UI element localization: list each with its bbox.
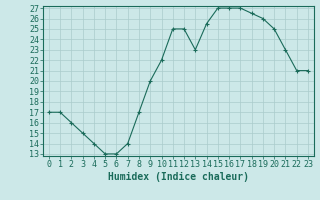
X-axis label: Humidex (Indice chaleur): Humidex (Indice chaleur) bbox=[108, 172, 249, 182]
